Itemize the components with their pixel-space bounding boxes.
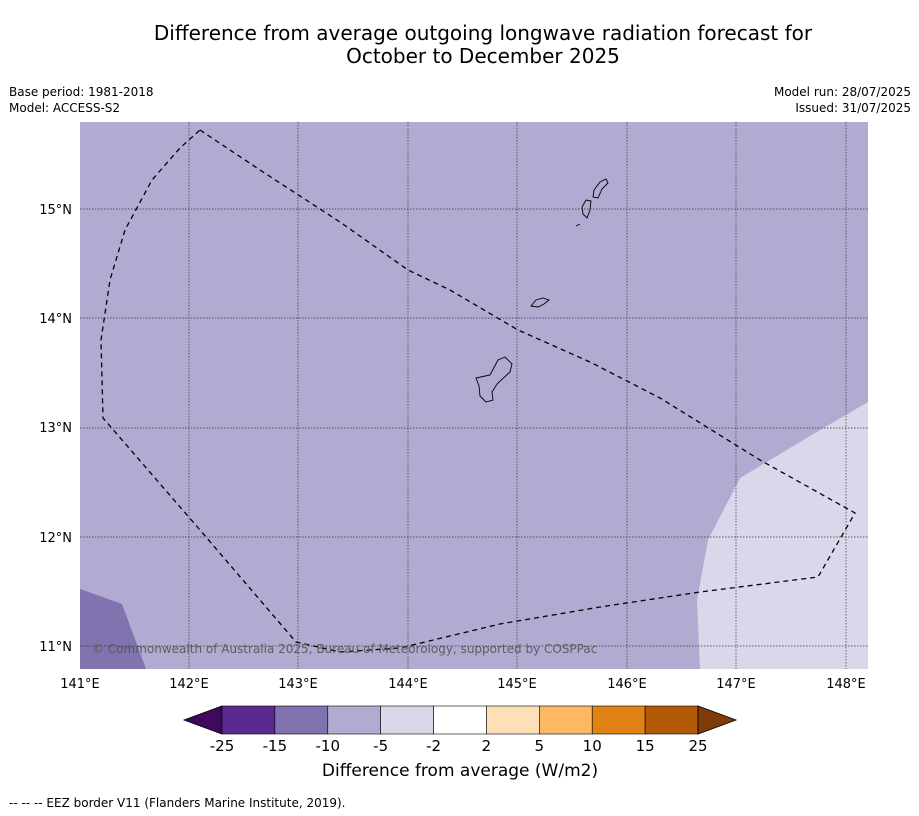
colorbar-bin-2-to-5: [486, 705, 540, 735]
colorbar-bin--5-to--2: [380, 705, 434, 735]
issued-date: Issued: 31/07/2025: [795, 101, 911, 115]
colorbar-tick-label: 2: [482, 737, 492, 755]
map-title: Difference from average outgoing longwav…: [0, 22, 919, 68]
eez-legend-note: -- -- -- EEZ border V11 (Flanders Marine…: [9, 796, 346, 810]
base-period: Base period: 1981-2018: [9, 85, 154, 99]
lon-axis: 141°E 142°E 143°E 144°E 145°E 146°E 147°…: [60, 677, 866, 692]
colorbar-tick-label: -2: [426, 737, 441, 755]
copyright-text: © Commonwealth of Australia 2025, Bureau…: [92, 642, 597, 656]
lon-label-147: 147°E: [716, 677, 756, 692]
island-rota: [530, 297, 550, 308]
island-saipan: [592, 178, 609, 199]
colorbar-ticks: -25 -15 -10 -5 -2 2 5 10 15 25: [210, 737, 708, 755]
colorbar-title: Difference from average (W/m2): [321, 761, 599, 781]
lon-label-146: 146°E: [607, 677, 647, 692]
gridlines: [80, 122, 868, 669]
anomaly-field-minus10: [80, 589, 146, 669]
lat-axis: 15°N 14°N 13°N 12°N 11°N: [39, 203, 72, 655]
colorbar: [182, 705, 738, 735]
model-name: Model: ACCESS-S2: [9, 101, 121, 115]
lat-label-15: 15°N: [39, 203, 72, 218]
lat-label-14: 14°N: [39, 312, 72, 327]
meta-right: Model run: 28/07/2025 Issued: 31/07/2025: [774, 84, 911, 116]
anomaly-field-minus2: [697, 402, 868, 669]
lon-label-145: 145°E: [497, 677, 537, 692]
title-line-2: October to December 2025: [346, 44, 620, 68]
colorbar-bin--25-to--15: [221, 705, 276, 735]
colorbar-tick-label: 15: [636, 737, 655, 755]
lat-label-13: 13°N: [39, 421, 72, 436]
lat-label-11: 11°N: [39, 640, 72, 655]
colorbar-tick-label: 25: [688, 737, 707, 755]
colorbar-tick-label: -25: [210, 737, 235, 755]
island-aguijan: [575, 223, 581, 227]
colorbar-bin-15-to-25: [644, 705, 699, 735]
islands: [475, 178, 609, 403]
meta-left: Base period: 1981-2018 Model: ACCESS-S2: [9, 84, 154, 116]
colorbar-tick-label: 5: [535, 737, 545, 755]
lon-label-143: 143°E: [278, 677, 318, 692]
colorbar-bin--15-to--10: [274, 705, 329, 735]
colorbar-extend-low: [182, 705, 223, 735]
lon-label-142: 142°E: [169, 677, 209, 692]
colorbar-bin--10-to--5: [327, 705, 381, 735]
colorbar-tick-label: -5: [373, 737, 388, 755]
lat-label-12: 12°N: [39, 531, 72, 546]
title-line-1: Difference from average outgoing longwav…: [153, 21, 813, 45]
colorbar-bin-10-to-15: [591, 705, 646, 735]
map-panel: [80, 122, 868, 669]
colorbar-tick-label: 10: [583, 737, 602, 755]
colorbar-bin--2-to-2: [433, 705, 487, 735]
lon-label-141: 141°E: [60, 677, 100, 692]
island-tinian: [581, 199, 592, 219]
colorbar-tick-label: -15: [263, 737, 288, 755]
colorbar-tick-label: -10: [316, 737, 341, 755]
eez-border: [100, 129, 856, 653]
colorbar-bin-5-to-10: [539, 705, 593, 735]
colorbar-extend-high: [697, 705, 738, 735]
island-guam: [475, 356, 513, 403]
lon-label-148: 148°E: [826, 677, 866, 692]
lon-label-144: 144°E: [388, 677, 428, 692]
model-run: Model run: 28/07/2025: [773, 85, 911, 99]
